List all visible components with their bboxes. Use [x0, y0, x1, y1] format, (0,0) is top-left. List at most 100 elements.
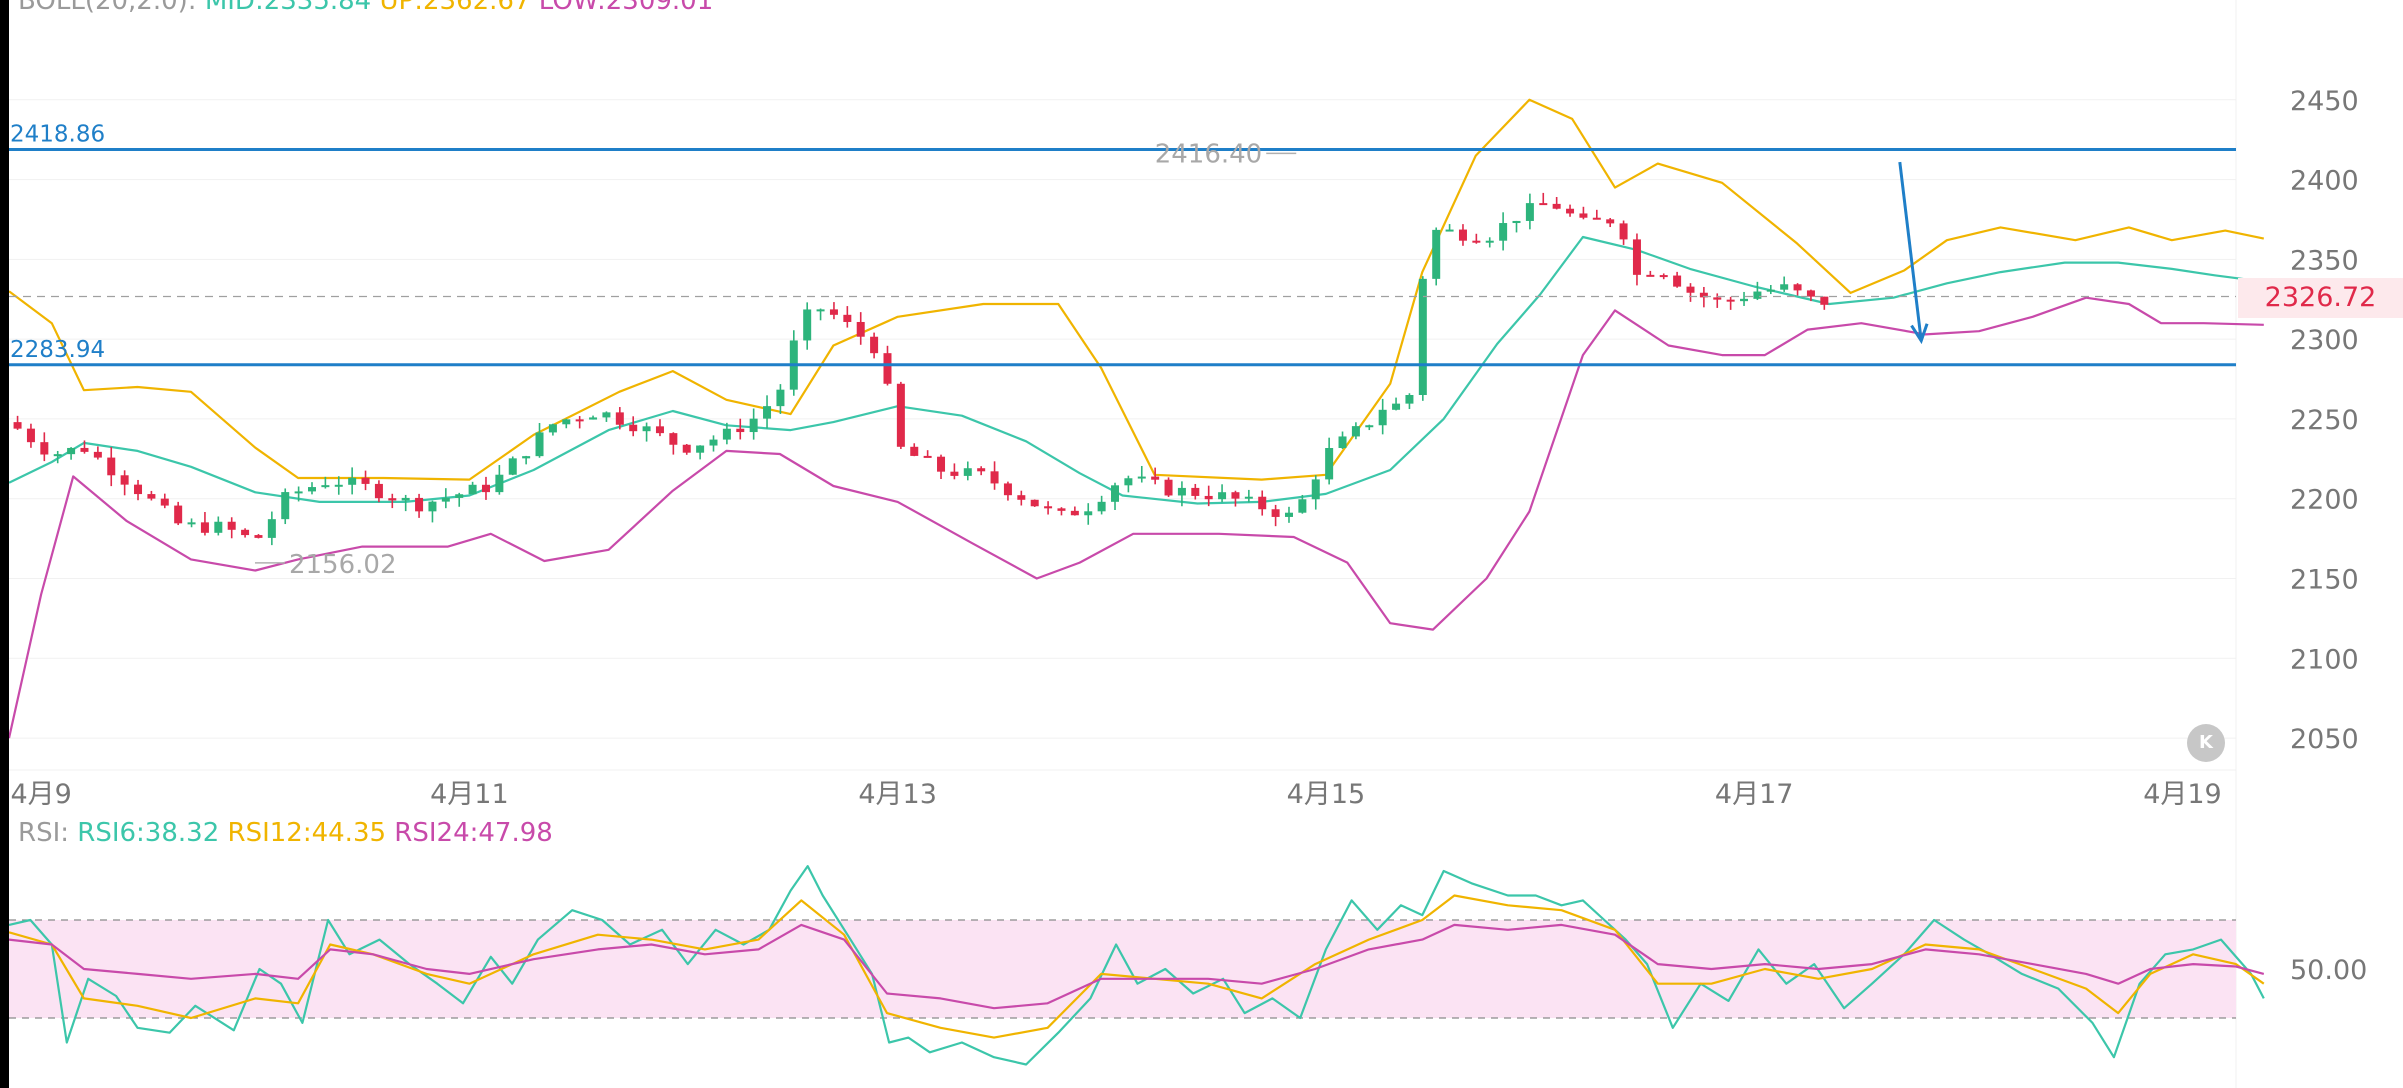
candle-body [1418, 278, 1427, 396]
candle-body [722, 428, 731, 440]
price-tick-label: 2250 [2290, 405, 2359, 436]
candle-body [1686, 286, 1695, 293]
price-tick-label: 2350 [2290, 245, 2359, 276]
candle-body [1017, 495, 1026, 500]
candle-body [187, 522, 196, 525]
candle-body [1820, 296, 1829, 305]
candle-body [1151, 476, 1160, 480]
date-tick-label: 4月13 [858, 779, 937, 810]
candle-body [1673, 275, 1682, 287]
candle-body [1124, 478, 1133, 486]
candle-body [1111, 485, 1120, 502]
boll-upper-line [8, 98, 2265, 481]
candle-body [1084, 511, 1093, 516]
rsi6-value: RSI6:38.32 [77, 818, 220, 848]
candle-body [428, 501, 437, 512]
date-tick-label: 4月9 [10, 779, 71, 810]
candle-body [1699, 292, 1708, 298]
candle-body [93, 451, 102, 458]
candle-body [120, 475, 129, 485]
candle-body [227, 521, 236, 530]
candle-body [1606, 219, 1615, 224]
candle-body [1726, 299, 1735, 302]
price-tick-label: 2050 [2290, 724, 2359, 755]
down-arrow-head-icon [1910, 323, 1929, 345]
boll-low-value: LOW:2309.01 [538, 0, 714, 16]
candle-body [1057, 508, 1066, 511]
candle-body [776, 389, 785, 407]
horizontal-level-label: 2283.94 [10, 337, 105, 363]
candle-body [1070, 510, 1079, 516]
candle-body [67, 447, 76, 455]
candle-body [415, 497, 424, 512]
candle-body [990, 471, 999, 484]
candle-body [963, 468, 972, 476]
candle-body [937, 456, 946, 472]
candle-body [1766, 289, 1775, 292]
horizontal-levels[interactable]: 2418.86 2283.94 [9, 121, 2236, 367]
candle-body [629, 424, 638, 432]
candle-body [1258, 496, 1267, 510]
candle-body [1244, 496, 1253, 499]
candle-body [134, 484, 143, 495]
date-tick-label: 4月11 [430, 779, 509, 810]
candle-body [1030, 499, 1039, 507]
candle-body [334, 484, 343, 487]
candle-body [1311, 479, 1320, 500]
candle-body [1592, 217, 1601, 220]
candle-body [1619, 223, 1628, 240]
candle-body [481, 484, 490, 493]
candle-body [950, 471, 959, 476]
candle-body [1325, 448, 1334, 480]
candle-body [1485, 240, 1494, 243]
candle-body [1405, 395, 1414, 404]
candle-body [816, 309, 825, 312]
candle-body [1579, 213, 1588, 218]
price-tick-label: 2150 [2290, 565, 2359, 596]
candle-body [361, 477, 370, 484]
price-tick-label: 2450 [2290, 86, 2359, 117]
candle-body [107, 457, 116, 476]
rsi-line-rsi6 [8, 864, 2265, 1066]
candle-body [1566, 208, 1575, 214]
candle-body [401, 497, 410, 501]
candle-body [468, 484, 477, 495]
bollinger-bands [7, 98, 2265, 739]
candle-body [1097, 501, 1106, 512]
candle-body [642, 426, 651, 432]
annotations: 2416.40 2156.02 [254, 139, 1929, 580]
low-price-label: 2156.02 [289, 550, 397, 580]
boll-label: BOLL(20,2.0): [18, 0, 197, 16]
candle-body [1512, 220, 1521, 224]
candle-body [655, 426, 664, 434]
candle-body [1713, 297, 1722, 300]
reset-view-button[interactable]: K [2187, 724, 2225, 762]
price-tick-label: 2400 [2290, 166, 2359, 197]
candle-body [1632, 239, 1641, 275]
candle-body [147, 494, 156, 499]
rsi-tick-label: 50.00 [2290, 955, 2367, 986]
candle-body [160, 498, 169, 506]
candle-body [1806, 290, 1815, 297]
candle-body [1351, 426, 1360, 437]
rsi12-value: RSI12:44.35 [227, 818, 387, 848]
boll-up-value: UP:2362.67 [379, 0, 531, 16]
left-edge-bar [0, 0, 9, 1088]
candle-body [241, 529, 250, 536]
rsi-lines [8, 864, 2265, 1066]
candle-body [1659, 275, 1668, 278]
candle-body [1177, 487, 1186, 496]
candle-body [308, 487, 317, 492]
date-tick-label: 4月19 [2143, 779, 2222, 810]
candle-body [1445, 229, 1454, 232]
candle-body [1284, 512, 1293, 517]
candle-body [13, 422, 22, 429]
candle-body [1218, 492, 1227, 500]
rsi24-value: RSI24:47.98 [394, 818, 553, 848]
rsi-line-rsi24 [8, 923, 2265, 1010]
date-tick-label: 4月15 [1287, 779, 1366, 810]
down-arrow-shaft [1898, 161, 1923, 341]
double-chevron-left-icon: K [2199, 732, 2213, 753]
candle-body [1646, 274, 1655, 277]
